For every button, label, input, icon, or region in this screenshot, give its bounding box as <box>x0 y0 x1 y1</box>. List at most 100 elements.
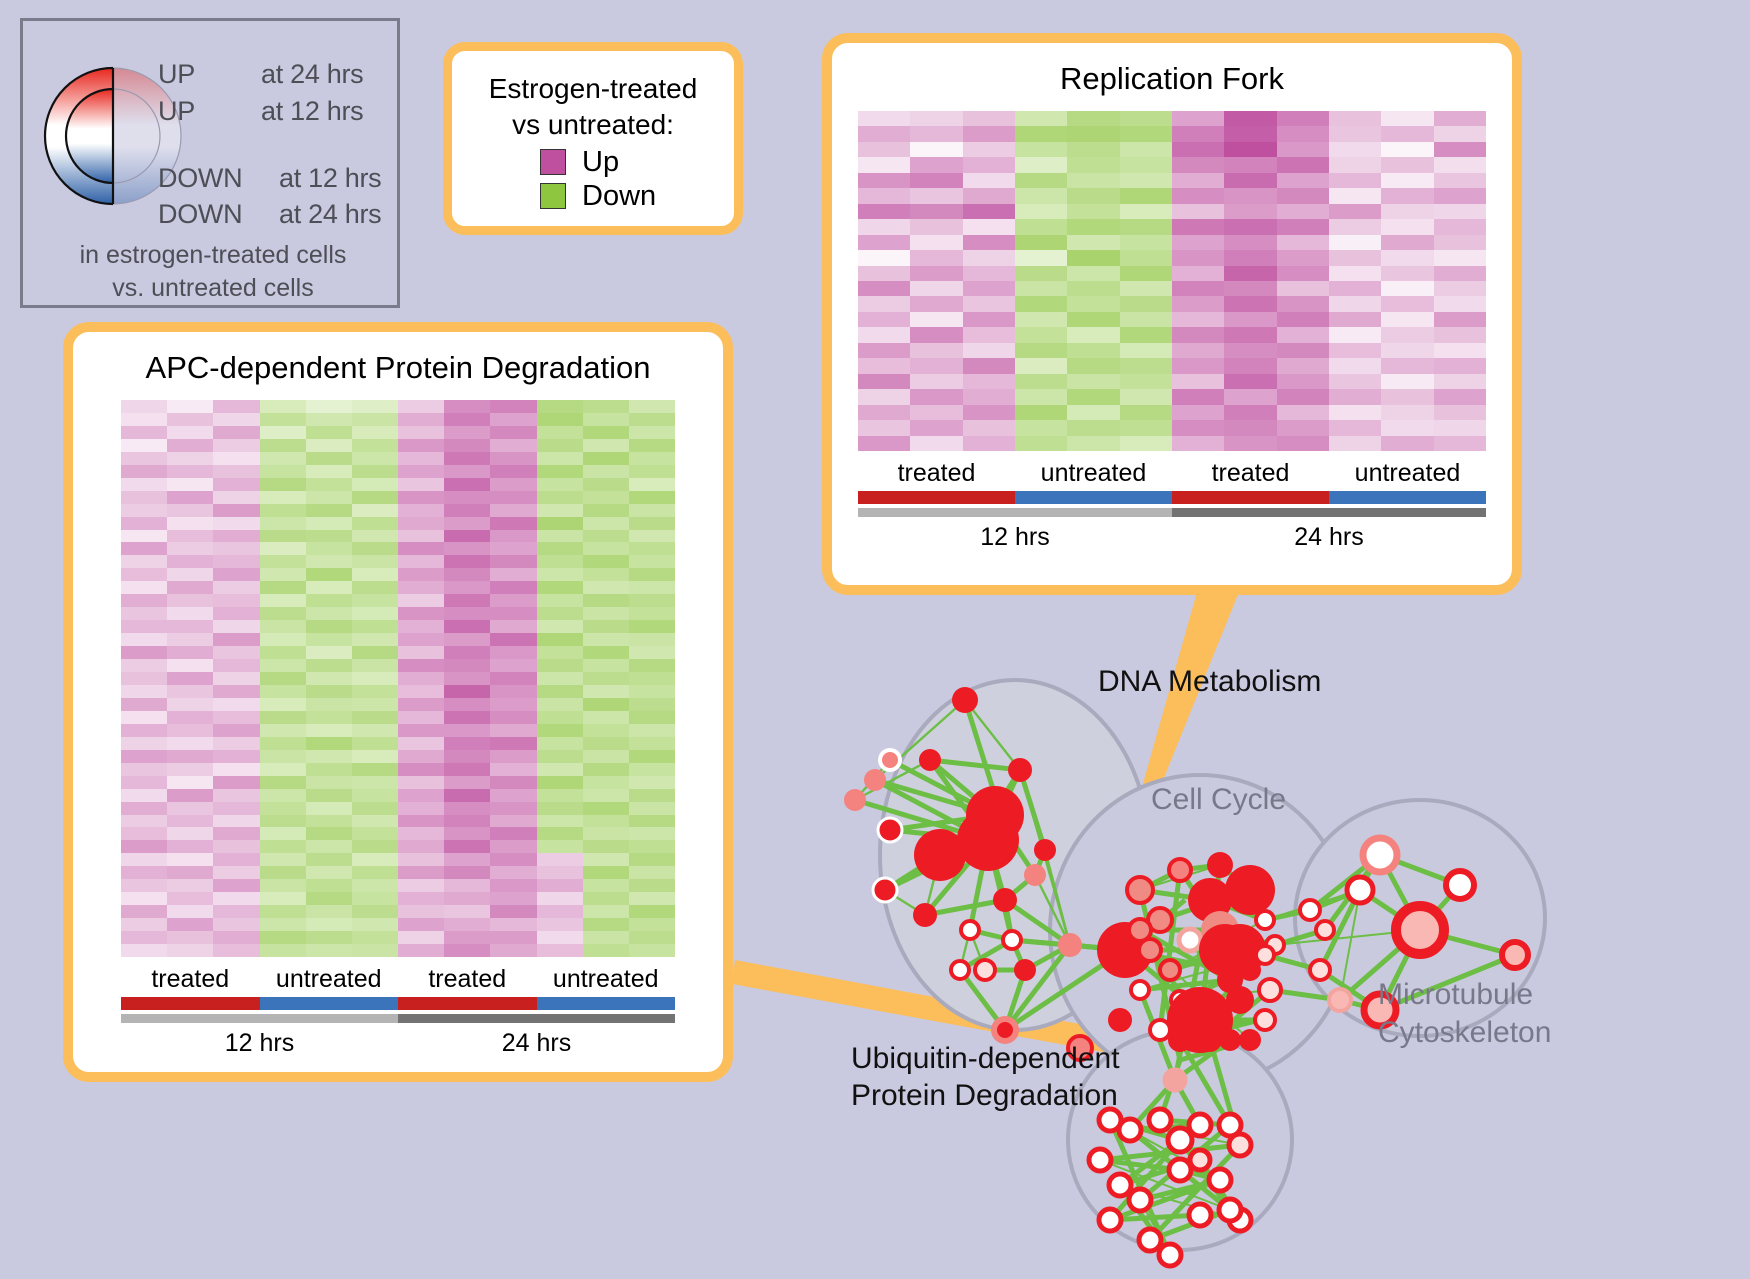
heatmap-cell <box>305 723 352 737</box>
heatmap-cell <box>628 620 675 634</box>
apc-heatmap <box>121 400 675 957</box>
heatmap-cell <box>305 672 352 685</box>
heatmap-cell <box>962 404 1015 421</box>
group-label: treated <box>1211 459 1290 487</box>
heatmap-cell <box>490 814 537 828</box>
heatmap-cell <box>444 944 491 957</box>
heatmap-cell <box>259 762 306 776</box>
heatmap-cell <box>490 918 537 932</box>
heatmap-cell <box>1119 296 1172 312</box>
heatmap-cell <box>858 358 911 374</box>
heatmap-cell <box>351 516 398 530</box>
heatmap-cell <box>582 516 629 530</box>
group-label: untreated <box>1040 459 1147 487</box>
heatmap-cell <box>582 672 629 685</box>
heatmap-cell <box>1171 296 1225 312</box>
heatmap-cell <box>628 633 675 647</box>
heatmap-cell <box>628 555 675 569</box>
heatmap-cell <box>628 775 675 789</box>
heatmap-cell <box>398 568 445 582</box>
heatmap-cell <box>1067 342 1120 359</box>
heatmap-cell <box>490 425 537 439</box>
heatmap-cell <box>167 581 214 595</box>
heatmap-cell <box>167 490 214 504</box>
heatmap-cell <box>582 451 629 465</box>
heatmap-cell <box>536 879 583 893</box>
heatmap-cell <box>444 425 491 439</box>
heatmap-cell <box>167 853 214 867</box>
heatmap-cell <box>444 866 491 880</box>
heatmap-cell <box>1014 203 1068 220</box>
heatmap-cell <box>259 477 306 491</box>
heatmap-cell <box>536 412 583 426</box>
heatmap-cell <box>259 412 306 426</box>
heatmap-cell <box>628 801 675 815</box>
heatmap-cell <box>305 438 352 452</box>
heatmap-cell <box>628 464 675 478</box>
heatmap-cell <box>398 762 445 776</box>
time-label: 24 hrs <box>1294 523 1364 551</box>
heatmap-cell <box>1067 420 1120 436</box>
heatmap-cell <box>121 905 168 919</box>
heatmap-cell <box>582 542 629 556</box>
heatmap-cell <box>1067 327 1120 343</box>
heatmap-cell <box>167 762 214 776</box>
heatmap-cell <box>582 749 629 763</box>
heatmap-cell <box>259 749 306 763</box>
heatmap-cell <box>1433 420 1486 436</box>
heatmap-cell <box>444 684 491 698</box>
heatmap-cell <box>259 451 306 465</box>
heatmap-cell <box>536 607 583 621</box>
colorwheel-label-up12: UP <box>158 96 195 126</box>
heatmap-cell <box>1171 404 1225 421</box>
panel-replication-fork: Replication Fork treated untreated treated… <box>822 33 1522 595</box>
heatmap-cell <box>536 918 583 932</box>
time-bar-segment <box>121 1014 398 1023</box>
heatmap-cell <box>444 736 491 750</box>
heatmap-cell <box>1119 435 1172 451</box>
heatmap-cell <box>1433 188 1486 204</box>
heatmap-cell <box>1381 234 1434 251</box>
heatmap-cell <box>398 788 445 802</box>
heatmap-cell <box>1328 111 1382 127</box>
heatmap-cell <box>444 723 491 737</box>
heatmap-cell <box>167 555 214 569</box>
heatmap-cell <box>351 892 398 906</box>
heatmap-cell <box>351 425 398 439</box>
heatmap-cell <box>1328 296 1382 312</box>
heatmap-cell <box>490 788 537 802</box>
heatmap-cell <box>305 400 352 413</box>
heatmap-cell <box>1381 219 1434 235</box>
heatmap-cell <box>858 265 911 281</box>
heatmap-cell <box>1171 188 1225 204</box>
heatmap-cell <box>259 620 306 634</box>
heatmap-cell <box>536 425 583 439</box>
heatmap-cell <box>1381 157 1434 173</box>
heatmap-cell <box>1224 296 1277 312</box>
heatmap-cell <box>351 918 398 932</box>
heatmap-cell <box>1224 111 1277 127</box>
heatmap-cell <box>444 555 491 569</box>
heatmap-cell <box>398 646 445 660</box>
heatmap-cell <box>259 697 306 711</box>
heatmap-cell <box>351 788 398 802</box>
heatmap-cell <box>1171 311 1225 328</box>
heatmap-cell <box>1224 373 1277 390</box>
heatmap-cell <box>1276 373 1329 390</box>
heatmap-cell <box>351 477 398 491</box>
heatmap-cell <box>910 111 963 127</box>
heatmap-cell <box>167 400 214 413</box>
heatmap-cell <box>1276 404 1329 421</box>
heatmap-cell <box>1276 420 1329 436</box>
heatmap-cell <box>1328 327 1382 343</box>
heatmap-cell <box>1067 188 1120 204</box>
heatmap-cell <box>962 296 1015 312</box>
heatmap-cell <box>910 389 963 405</box>
heatmap-cell <box>213 944 260 957</box>
heatmap-cell <box>1119 250 1172 266</box>
heatmap-cell <box>582 931 629 945</box>
heatmap-cell <box>167 464 214 478</box>
heatmap-cell <box>259 646 306 660</box>
heatmap-cell <box>1381 327 1434 343</box>
heatmap-cell <box>1224 157 1277 173</box>
